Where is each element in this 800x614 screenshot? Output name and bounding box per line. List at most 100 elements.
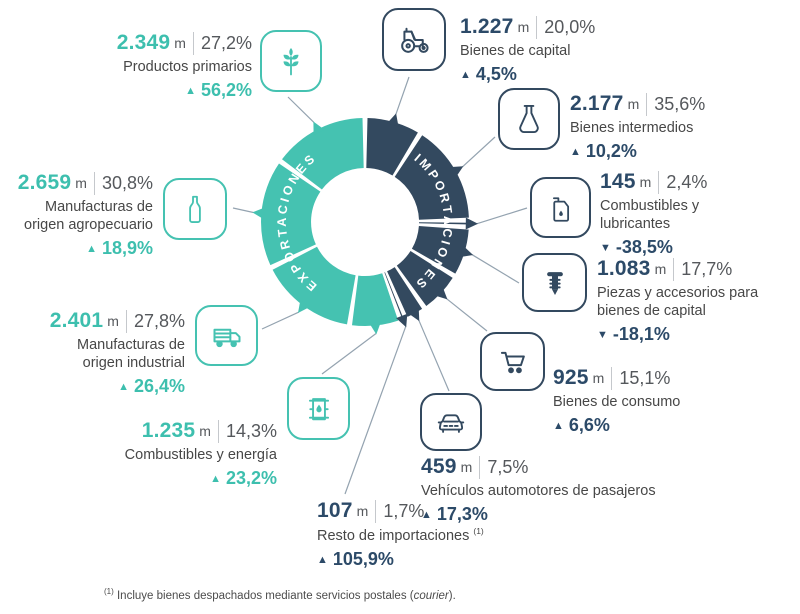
share-pct: 7,5%: [487, 456, 529, 477]
bottle-icon: [163, 178, 227, 240]
change-pct: 23,2%: [225, 468, 277, 489]
oil-barrel-icon: [287, 377, 350, 440]
value-divider: [658, 170, 660, 194]
callout-productos-primarios: 2.349 m 27,2% Productos primarios 56,2%: [57, 31, 252, 101]
trend-up-icon: [86, 238, 102, 258]
value: 1.227: [460, 15, 514, 38]
value: 1.235: [141, 419, 196, 442]
change-row: 4,5%: [460, 64, 690, 85]
unit: m: [174, 35, 186, 51]
donut-segment: [411, 226, 469, 274]
donut-segment: [394, 135, 469, 220]
change-row: 105,9%: [317, 549, 562, 570]
category-label: Bienes de consumo: [553, 394, 681, 410]
value-divider: [375, 499, 377, 523]
change-pct: -18,1%: [612, 324, 670, 345]
value: 2.349: [116, 31, 171, 54]
donut-connector-line: [446, 298, 488, 332]
category-label: Piezas y accesorios para bienes de capit…: [597, 285, 759, 320]
screw-icon: [522, 253, 587, 312]
unit: m: [75, 175, 87, 191]
wheat-icon: [260, 30, 322, 92]
callout-combustibles-lubricantes: 145 m 2,4% Combustibles y lubricantes -3…: [600, 170, 750, 258]
callout-manufacturas-industrial: 2.401 m 27,8% Manufacturas de origen ind…: [35, 309, 185, 397]
donut-segment: [272, 246, 356, 325]
unit: m: [107, 313, 119, 329]
donut-connector-line: [321, 332, 377, 375]
footnote: (1) Incluye bienes despachados mediante …: [104, 587, 456, 602]
donut-segment-pointer: [408, 307, 420, 322]
change-row: -38,5%: [600, 237, 750, 258]
callout-vehiculos-pasajeros: 459 m 7,5% Vehículos automotores de pasa…: [421, 455, 711, 525]
oil-can-icon: [530, 177, 591, 238]
trend-down-icon: [600, 237, 616, 257]
category-label: Combustibles y lubricantes: [600, 198, 700, 233]
unit: m: [627, 96, 640, 112]
callout-bienes-de-capital: 1.227 m 20,0% Bienes de capital 4,5%: [460, 15, 690, 85]
donut-segment-pointer: [434, 286, 448, 300]
donut-connector-line: [287, 96, 315, 123]
category-label: Manufacturas de origen industrial: [76, 337, 185, 372]
donut-segment-pointer: [387, 113, 399, 127]
donut-connector-line: [344, 326, 407, 495]
value-divider: [125, 309, 127, 333]
value-divider: [192, 31, 194, 55]
value-row: 1.235 m 14,3%: [62, 419, 277, 443]
category-label: Manufacturas de origen agropecuario: [24, 199, 153, 234]
change-row: 26,4%: [35, 376, 185, 397]
donut-segment-pointer: [298, 299, 311, 313]
unit: m: [639, 174, 652, 190]
unit: m: [592, 370, 605, 386]
share-pct: 15,1%: [619, 367, 671, 388]
change-pct: 4,5%: [475, 64, 517, 85]
category-label: Combustibles y energía: [124, 447, 277, 463]
trend-up-icon: [570, 141, 586, 161]
donut-connector-line: [471, 254, 520, 284]
donut-segment: [352, 273, 399, 327]
trend-up-icon: [460, 64, 476, 84]
footnote-text-end: ).: [448, 589, 456, 602]
value: 925: [553, 366, 589, 389]
donut-segment: [419, 222, 470, 225]
change-pct: -38,5%: [615, 237, 673, 258]
category-label: Bienes intermedios: [570, 120, 694, 136]
share-pct: 30,8%: [101, 172, 153, 193]
value-divider: [611, 366, 613, 390]
footnote-italic-text: courier: [413, 589, 449, 602]
donut-segment-pointer: [252, 207, 266, 220]
donut-segment: [366, 118, 418, 176]
share-pct: 27,8%: [133, 310, 185, 331]
category-label: Vehículos automotores de pasajeros: [421, 483, 656, 499]
share-pct: 27,2%: [200, 32, 252, 53]
callout-combustibles-energia: 1.235 m 14,3% Combustibles y energía 23,…: [62, 419, 277, 489]
value-row: 1.083 m 17,7%: [597, 257, 782, 281]
value-row: 2.659 m 30,8%: [3, 171, 153, 195]
value-row: 1.227 m 20,0%: [460, 15, 690, 39]
footnote-marker: (1): [473, 526, 484, 536]
value-row: 145 m 2,4%: [600, 170, 750, 194]
callout-bienes-de-consumo: 925 m 15,1% Bienes de consumo 6,6%: [553, 366, 778, 436]
donut-connector-line: [261, 311, 299, 330]
value-row: 459 m 7,5%: [421, 455, 711, 479]
value: 1.083: [597, 257, 651, 280]
value-divider: [673, 257, 675, 281]
category-label: Bienes de capital: [460, 43, 571, 59]
unit: m: [517, 19, 530, 35]
donut-segment-pointer: [459, 245, 474, 258]
value: 2.177: [570, 92, 624, 115]
flask-icon: [498, 88, 560, 150]
change-pct: 56,2%: [200, 80, 252, 101]
donut-segment: [384, 272, 404, 320]
donut-segment-pointer: [449, 166, 464, 178]
car-icon: [420, 393, 482, 451]
tractor-icon: [382, 8, 446, 71]
trend-up-icon: [118, 376, 134, 396]
change-row: 10,2%: [570, 141, 795, 162]
trend-up-icon: [553, 415, 569, 435]
donut-segment: [387, 267, 423, 317]
value-row: 2.401 m 27,8%: [35, 309, 185, 333]
change-pct: 26,4%: [133, 376, 185, 397]
share-pct: 1,7%: [383, 500, 425, 521]
donut-connector-line: [232, 207, 254, 214]
